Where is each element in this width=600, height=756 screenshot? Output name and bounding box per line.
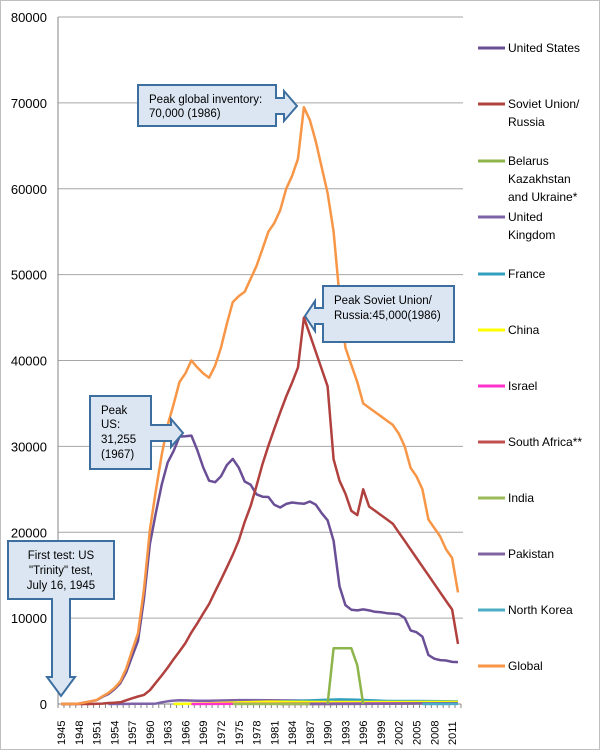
legend-label: France: [508, 267, 546, 281]
annotation-text: First test: US: [28, 550, 95, 562]
x-tick-label: 1951: [92, 721, 104, 745]
x-tick-label: 1987: [305, 721, 317, 745]
x-tick-label: 1960: [145, 721, 157, 745]
x-tick-label: 1963: [163, 721, 175, 745]
x-tick-label: 1984: [287, 721, 299, 745]
x-tick-label: 1975: [234, 721, 246, 745]
annotation-peak-global: Peak global inventory: 70,000 (1986): [138, 85, 297, 126]
x-tick-label: 1948: [74, 721, 86, 745]
legend-label: North Korea: [508, 603, 573, 617]
annotation-text: 70,000 (1986): [149, 108, 221, 120]
series-line-soviet-union-russia: [61, 318, 458, 704]
x-tick-label: 1957: [127, 721, 139, 745]
legend-label: Israel: [508, 379, 537, 393]
x-tick-label: 1981: [269, 721, 281, 745]
annotation-text: Russia:45,000(1986): [334, 310, 441, 322]
y-tick-label: 30000: [11, 439, 47, 454]
x-tick-label: 2011: [447, 721, 459, 745]
x-tick-label: 1972: [216, 721, 228, 745]
x-tick-label: 1966: [180, 721, 192, 745]
y-tick-label: 40000: [11, 354, 47, 369]
legend-label: United States: [508, 41, 580, 55]
legend-label: Soviet Union/Russia: [508, 97, 580, 129]
x-tick-label: 1969: [198, 721, 210, 745]
x-tick-label: 1954: [109, 721, 121, 745]
annotation-text: July 16, 1945: [27, 580, 95, 592]
y-tick-label: 70000: [11, 96, 47, 111]
annotation-text: Peak Soviet Union/: [334, 295, 433, 307]
x-tick-label: 2002: [394, 721, 406, 745]
annotation-text: US:: [101, 419, 120, 431]
x-tick-label: 1993: [340, 721, 352, 745]
x-tick-label: 2005: [412, 721, 424, 745]
annotation-text: "Trinity" test,: [29, 565, 93, 577]
x-tick-label: 2008: [429, 721, 441, 745]
x-tick-label: 1945: [56, 721, 68, 745]
annotation-text: Peak: [101, 405, 127, 417]
legend-label: India: [508, 491, 534, 505]
annotation-text: (1967): [101, 449, 134, 461]
annotation-text: Peak global inventory:: [149, 94, 262, 106]
x-tick-label: 1978: [252, 721, 264, 745]
legend-label: Global: [508, 659, 543, 673]
legend-label: China: [508, 323, 540, 337]
annotation-peak-soviet: Peak Soviet Union/ Russia:45,000(1986): [305, 286, 454, 342]
legend-label: Pakistan: [508, 547, 554, 561]
x-tick-label: 1996: [358, 721, 370, 745]
y-tick-label: 80000: [11, 10, 47, 25]
y-tick-label: 50000: [11, 268, 47, 283]
y-tick-label: 20000: [11, 525, 47, 540]
x-tick-label: 1990: [323, 721, 335, 745]
y-axis-tick-labels: 0 10000 20000 30000 40000 50000 60000 70000 8000…: [11, 10, 47, 712]
series-line-belarus-kazakhstan-and-ukraine: [328, 648, 364, 704]
y-tick-label: 60000: [11, 182, 47, 197]
x-tick-label: 1999: [376, 721, 388, 745]
y-tick-label: 10000: [11, 611, 47, 626]
annotation-text: 31,255: [101, 434, 136, 446]
y-tick-label: 0: [40, 697, 47, 712]
legend-label: South Africa**: [508, 435, 582, 449]
